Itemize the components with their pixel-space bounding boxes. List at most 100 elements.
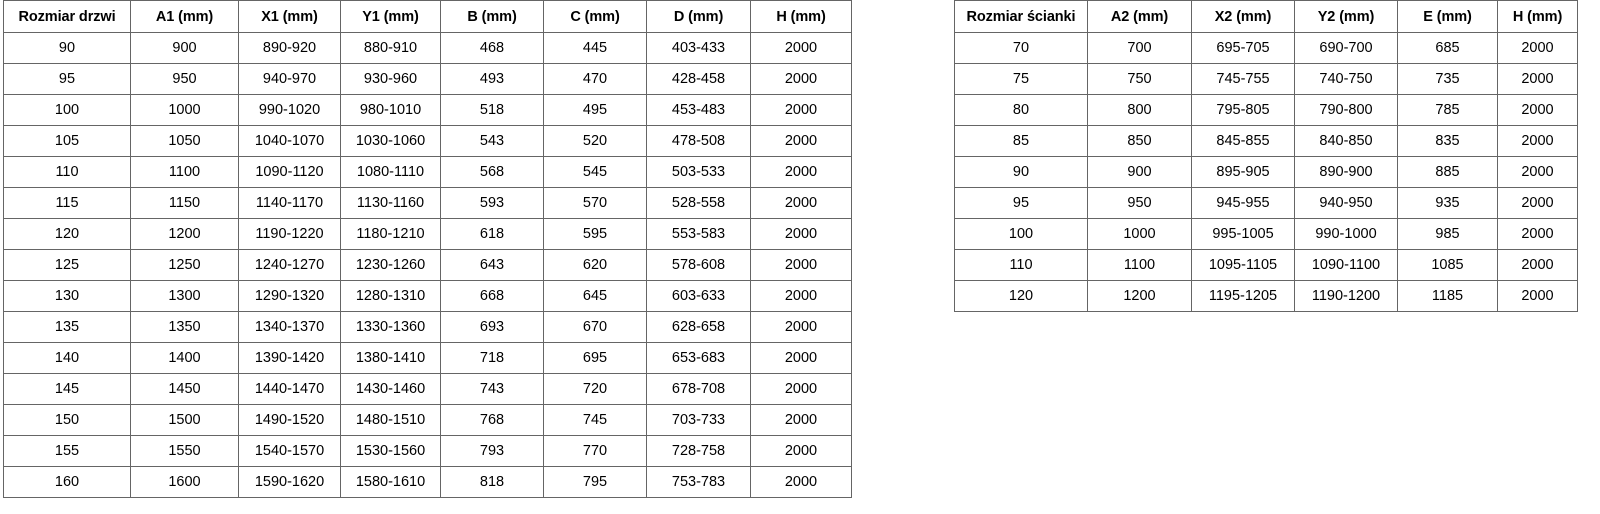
table-cell: 145 [3,373,131,405]
table-cell: 1290-1320 [238,280,341,312]
table-cell: 100 [954,218,1088,250]
table-cell: 1140-1170 [238,187,341,219]
table-cell: 2000 [750,466,852,498]
table-row: 160 1600 1590-1620 1580-1610 818 795 753-783 20… [3,466,852,498]
table-cell: 1000 [1087,218,1192,250]
table-cell: 670 [543,311,647,343]
table-cell: 690-700 [1294,32,1398,64]
table-cell: 800 [1087,94,1192,126]
table-cell: 2000 [750,32,852,64]
table-cell: 95 [3,63,131,95]
table-cell: 950 [130,63,239,95]
table-cell: 1040-1070 [238,125,341,157]
table-cell: 685 [1397,32,1498,64]
table-cell: 1030-1060 [340,125,441,157]
table-cell: 1350 [130,311,239,343]
table-row: 125 1250 1240-1270 1230-1260 643 620 578-608 20… [3,249,852,281]
table-cell: 840-850 [1294,125,1398,157]
table-cell: 740-750 [1294,63,1398,95]
table-cell: 1450 [130,373,239,405]
table-row: 140 1400 1390-1420 1380-1410 718 695 653-683 20… [3,342,852,374]
table-body: 70 700 695-705 690-700 685 2000 75 750 745-755 74… [954,32,1578,312]
table-cell: 2000 [1497,32,1578,64]
table-cell: 428-458 [646,63,751,95]
table-cell: 520 [543,125,647,157]
table-cell: 1240-1270 [238,249,341,281]
table-cell: 2000 [750,218,852,250]
table-cell: 653-683 [646,342,751,374]
table-cell: 130 [3,280,131,312]
table-cell: 75 [954,63,1088,95]
table-cell: 930-960 [340,63,441,95]
column-header: A1 (mm) [130,0,239,33]
wall-panel-dimensions-table: Rozmiar ścianki A2 (mm) X2 (mm) Y2 (mm) E (m… [954,0,1578,312]
table-cell: 553-583 [646,218,751,250]
table-row: 95 950 940-970 930-960 493 470 428-458 2000 [3,63,852,95]
column-header: Rozmiar ścianki [954,0,1088,33]
table-cell: 115 [3,187,131,219]
table-cell: 728-758 [646,435,751,467]
table-cell: 1100 [130,156,239,188]
table-header-row: Rozmiar ścianki A2 (mm) X2 (mm) Y2 (mm) E (m… [954,0,1578,33]
table-cell: 1400 [130,342,239,374]
table-cell: 493 [440,63,544,95]
table-cell: 668 [440,280,544,312]
table-cell: 2000 [750,156,852,188]
table-cell: 545 [543,156,647,188]
column-header: X2 (mm) [1191,0,1295,33]
table-cell: 1390-1420 [238,342,341,374]
table-cell: 845-855 [1191,125,1295,157]
table-cell: 85 [954,125,1088,157]
table-cell: 1190-1220 [238,218,341,250]
table-cell: 1230-1260 [340,249,441,281]
table-cell: 135 [3,311,131,343]
table-cell: 645 [543,280,647,312]
table-cell: 745 [543,404,647,436]
table-row: 130 1300 1290-1320 1280-1310 668 645 603-633 20… [3,280,852,312]
column-header: Y1 (mm) [340,0,441,33]
table-cell: 2000 [750,187,852,219]
table-header-row-group: Rozmiar drzwi A1 (mm) X1 (mm) Y1 (mm) B (mm)… [3,0,852,33]
table-cell: 470 [543,63,647,95]
table-row: 155 1550 1540-1570 1530-1560 793 770 728-758 20… [3,435,852,467]
door-dimensions-table-container: Rozmiar drzwi A1 (mm) X1 (mm) Y1 (mm) B (mm)… [3,0,852,498]
table-cell: 900 [130,32,239,64]
table-cell: 743 [440,373,544,405]
table-cell: 753-783 [646,466,751,498]
table-row: 90 900 890-920 880-910 468 445 403-433 2000 [3,32,852,64]
table-cell: 80 [954,94,1088,126]
table-cell: 950 [1087,187,1192,219]
table-cell: 1085 [1397,249,1498,281]
table-body: 90 900 890-920 880-910 468 445 403-433 2000 95 95… [3,32,852,498]
table-cell: 1000 [130,94,239,126]
table-cell: 628-658 [646,311,751,343]
table-cell: 1430-1460 [340,373,441,405]
table-cell: 140 [3,342,131,374]
table-cell: 100 [3,94,131,126]
table-cell: 885 [1397,156,1498,188]
table-cell: 695-705 [1191,32,1295,64]
table-cell: 935 [1397,187,1498,219]
table-cell: 1590-1620 [238,466,341,498]
table-cell: 570 [543,187,647,219]
table-cell: 2000 [1497,94,1578,126]
table-cell: 793 [440,435,544,467]
table-cell: 1480-1510 [340,404,441,436]
table-cell: 2000 [1497,125,1578,157]
table-cell: 110 [954,249,1088,281]
table-cell: 995-1005 [1191,218,1295,250]
table-cell: 1180-1210 [340,218,441,250]
table-cell: 1490-1520 [238,404,341,436]
table-header-row-group: Rozmiar ścianki A2 (mm) X2 (mm) Y2 (mm) E (m… [954,0,1578,33]
table-cell: 1550 [130,435,239,467]
table-cell: 495 [543,94,647,126]
table-cell: 695 [543,342,647,374]
table-cell: 620 [543,249,647,281]
table-cell: 1200 [130,218,239,250]
table-row: 90 900 895-905 890-900 885 2000 [954,156,1578,188]
table-cell: 2000 [1497,218,1578,250]
door-dimensions-table: Rozmiar drzwi A1 (mm) X1 (mm) Y1 (mm) B (mm)… [3,0,852,498]
table-cell: 945-955 [1191,187,1295,219]
table-cell: 693 [440,311,544,343]
